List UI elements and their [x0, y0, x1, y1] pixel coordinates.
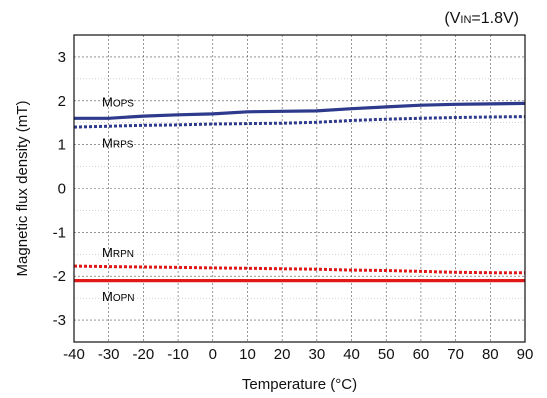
- x-tick-label: 10: [239, 346, 256, 363]
- x-tick-label: 60: [413, 346, 430, 363]
- y-tick-label: 2: [58, 93, 66, 110]
- series-lines: [73, 101, 526, 283]
- y-tick-label: -1: [53, 224, 66, 241]
- x-tick-label: 20: [274, 346, 291, 363]
- y-tick-label: -2: [53, 268, 66, 285]
- x-tick-label: 40: [343, 346, 360, 363]
- series-line-mrpn: [73, 264, 525, 275]
- x-tick-label: 50: [378, 346, 395, 363]
- series-label-mops: MOPS: [102, 95, 134, 110]
- x-tick-label: -30: [98, 346, 120, 363]
- y-tick-label: -3: [53, 312, 66, 329]
- x-tick-label: 80: [482, 346, 499, 363]
- series-labels: MOPS MRPS MRPN MOPN: [102, 95, 135, 304]
- plot-frame: [73, 34, 526, 343]
- x-tick-label: -40: [63, 346, 85, 363]
- measurement-condition: (VIN=1.8V): [444, 10, 519, 27]
- x-tick-label: -20: [133, 346, 155, 363]
- x-tick-labels: -40 -30 -20 -10 0 10 20 30 40 50 60 70 80 90: [63, 346, 533, 363]
- series-label-mrps: MRPS: [102, 135, 134, 150]
- x-tick-label: 90: [517, 346, 534, 363]
- x-tick-label: 0: [209, 346, 217, 363]
- series-line-mops: [74, 101, 526, 120]
- series-label-mopn: MOPN: [102, 289, 135, 304]
- y-tick-label: 1: [58, 137, 66, 154]
- x-tick-label: 30: [309, 346, 326, 363]
- x-axis-title: Temperature (°C): [242, 376, 357, 393]
- series-label-mrpn: MRPN: [102, 245, 134, 260]
- y-tick-label: 0: [58, 181, 66, 198]
- y-axis-title: Magnetic flux density (mT): [14, 101, 31, 277]
- y-tick-labels: 3 2 1 0 -1 -2 -3: [53, 49, 66, 329]
- y-tick-label: 3: [58, 49, 66, 66]
- x-tick-label: -10: [167, 346, 189, 363]
- x-tick-label: 70: [447, 346, 464, 363]
- series-line-mrps: [73, 115, 526, 129]
